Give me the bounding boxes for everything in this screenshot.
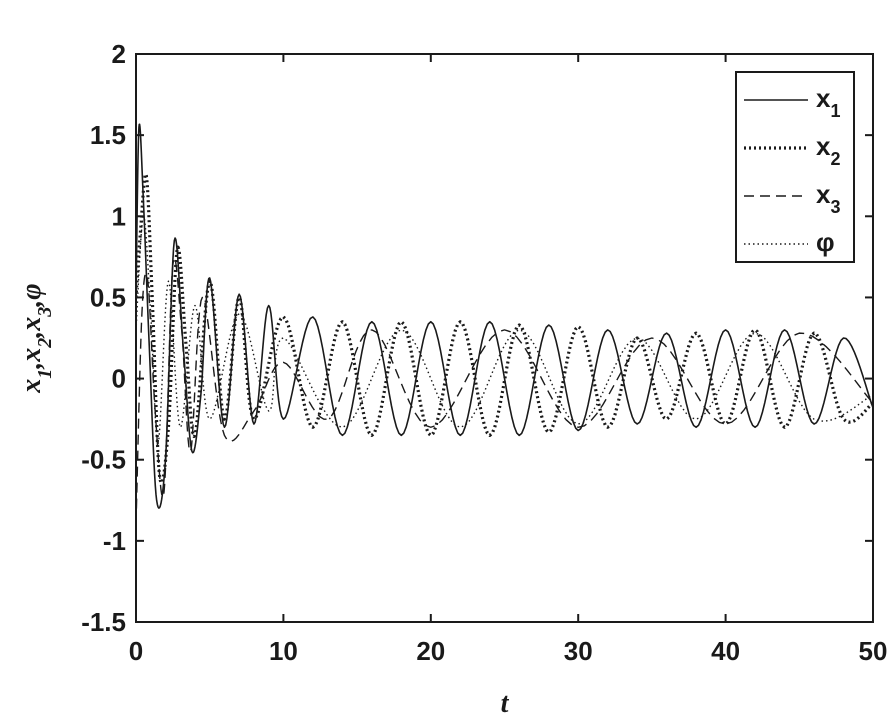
y-tick-label: -0.5 [81,445,126,475]
series-line-3 [136,257,873,525]
x-tick-label: 0 [129,636,143,666]
y-axis-title-subscript: 1 [34,369,56,379]
legend-label: x2 [816,131,840,169]
y-tick-label: 2 [112,39,126,69]
y-axis-title-part: x [16,379,47,394]
y-tick-label: 0 [112,364,126,394]
y-tick-label: 1.5 [90,120,126,150]
x-tick-label: 10 [269,636,298,666]
y-tick-label: 0.5 [90,282,126,312]
y-axis-title-part: ,φ [16,283,47,307]
axes-box [135,53,874,623]
y-axis-title-subscript: 3 [34,307,56,318]
y-axis-title-part: ,x [16,317,47,339]
y-axis-title-subscript: 2 [34,338,56,349]
x-tick-label: 30 [564,636,593,666]
series-layer [136,123,873,525]
legend-label: x1 [816,83,840,121]
y-tick-label: -1 [103,526,126,556]
series-line-4 [136,215,873,445]
x-tick-label: 50 [859,636,888,666]
legend: x1 x2 x3 φ [735,71,855,263]
x-axis-title: t [501,688,510,719]
y-tick-label: 1 [112,201,126,231]
y-tick-label: -1.5 [81,607,126,637]
legend-label: φ [816,227,835,257]
x-tick-label: 20 [416,636,445,666]
x-tick-label: 40 [711,636,740,666]
legend-box [735,71,855,263]
tick-layer: 0 10 20 30 40 50 -1.5 -1 -0.5 0 0.5 1 1.5 2 [81,39,887,666]
y-axis-title: x1,x2,x3,φ [16,283,56,393]
legend-label: x3 [816,179,840,217]
y-axis-title-part: ,x [16,348,47,370]
series-line-2 [136,172,873,485]
